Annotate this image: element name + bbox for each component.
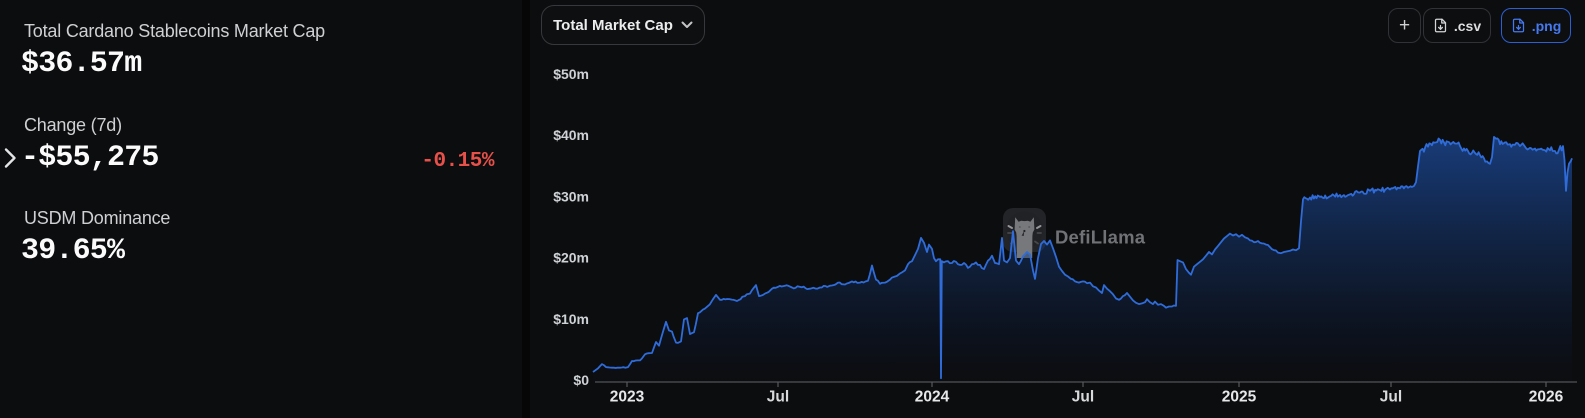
svg-text:DefiLlama: DefiLlama [1055,227,1146,248]
svg-text:2024: 2024 [915,389,950,406]
svg-text:$0: $0 [573,372,589,388]
svg-text:$50m: $50m [553,66,589,82]
svg-text:Jul: Jul [1380,389,1402,406]
svg-text:2026: 2026 [1529,389,1564,406]
svg-text:$10m: $10m [553,311,589,327]
svg-text:$20m: $20m [553,250,589,266]
svg-text:$40m: $40m [553,127,589,143]
svg-text:Jul: Jul [767,389,789,406]
svg-text:2025: 2025 [1222,389,1257,406]
svg-text:2023: 2023 [610,389,645,406]
svg-text:$30m: $30m [553,188,589,204]
svg-text:Jul: Jul [1072,389,1094,406]
